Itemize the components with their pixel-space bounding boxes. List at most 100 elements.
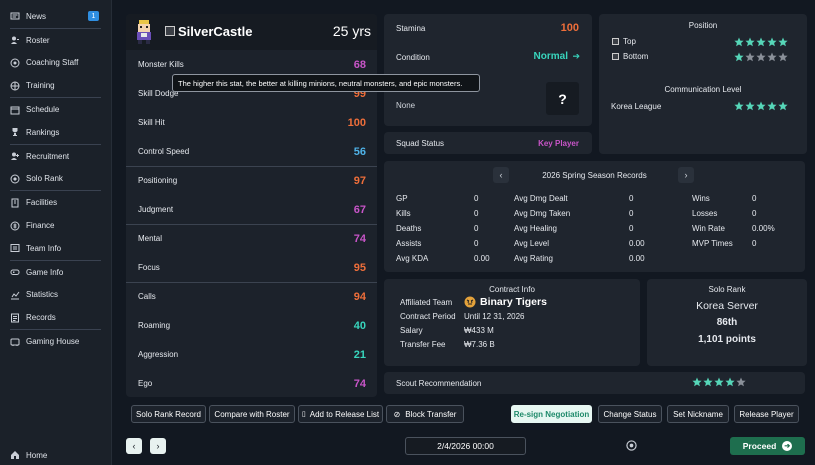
sidebar-item-news[interactable]: News 1 <box>0 5 111 28</box>
stat-row-skill-hit[interactable]: Skill Hit 100 <box>126 108 377 137</box>
player-name: SilverCastle <box>178 24 253 39</box>
contract-title: Contract Info <box>489 285 535 294</box>
squad-status-label: Squad Status <box>396 139 445 148</box>
star-filled-icon <box>767 101 777 111</box>
settings-icon[interactable] <box>626 440 637 451</box>
season-stat-label: Deaths <box>396 224 422 233</box>
season-stat-label: MVP Times <box>692 239 733 248</box>
document-icon: ▯ <box>301 411 306 418</box>
block-transfer-button[interactable]: ⊘ Block Transfer <box>386 405 464 423</box>
sidebar-item-solo-rank[interactable]: Solo Rank <box>0 168 111 191</box>
sidebar-item-rankings[interactable]: Rankings <box>0 121 111 144</box>
solo-rank-icon <box>10 174 20 184</box>
trait-slot[interactable]: ? <box>546 82 579 115</box>
salary-label: Salary <box>400 326 423 335</box>
stat-row-monster-kills[interactable]: Monster Kills 68 <box>126 50 377 79</box>
add-release-list-label: Add to Release List <box>309 409 380 419</box>
position-top-stars <box>734 37 788 47</box>
player-avatar <box>137 20 151 44</box>
stat-row-control-speed[interactable]: Control Speed 56 <box>126 137 377 166</box>
set-nickname-button[interactable]: Set Nickname <box>667 405 729 423</box>
sidebar-item-team-info[interactable]: Team Info <box>0 237 111 260</box>
stat-value: 56 <box>353 145 366 158</box>
resign-negotiation-button[interactable]: Re-sign Negotiation <box>511 405 592 423</box>
sidebar-item-label: Facilities <box>26 198 58 208</box>
stat-group-divider <box>126 224 377 225</box>
squad-status-panel: Squad Status Key Player <box>384 132 592 154</box>
sidebar-divider <box>10 259 101 261</box>
stat-value: 94 <box>353 290 366 303</box>
team-info-icon <box>10 243 20 253</box>
sidebar-item-label: Team Info <box>26 243 62 253</box>
contract-info-panel: Contract Info Affiliated Team Binary Tig… <box>384 279 640 366</box>
sidebar-item-schedule[interactable]: Schedule <box>0 98 111 121</box>
sidebar-item-records[interactable]: Records <box>0 306 111 329</box>
sidebar-item-game-info[interactable]: Game Info <box>0 261 111 284</box>
season-stat-label: Avg Healing <box>514 224 557 233</box>
proceed-button[interactable]: Proceed ➔ <box>730 437 805 455</box>
stamina-value: 100 <box>560 22 579 34</box>
sidebar-item-facilities[interactable]: Facilities <box>0 191 111 214</box>
season-stat-label: Wins <box>692 194 710 203</box>
season-stat-value: 0.00 <box>629 254 645 263</box>
sidebar-item-gaming-house[interactable]: Gaming House <box>0 330 111 353</box>
house-icon <box>10 337 20 347</box>
next-player-button[interactable]: › <box>150 438 166 454</box>
records-icon <box>10 313 20 323</box>
stat-row-judgment[interactable]: Judgment 67 <box>126 195 377 224</box>
condition-label: Condition <box>396 53 430 62</box>
add-release-list-button[interactable]: ▯ Add to Release List <box>298 405 383 423</box>
sidebar-item-recruitment[interactable]: Recruitment <box>0 145 111 168</box>
release-player-button[interactable]: Release Player <box>734 405 799 423</box>
stat-row-mental[interactable]: Mental 74 <box>126 224 377 253</box>
sidebar-item-training[interactable]: Training <box>0 74 111 97</box>
position-bottom-stars <box>734 52 788 62</box>
season-stat-label: Win Rate <box>692 224 725 233</box>
season-stat-value: 0 <box>629 209 634 218</box>
arrow-right-icon: ➔ <box>572 51 580 61</box>
season-stat-label: Assists <box>396 239 422 248</box>
season-stat-label: Avg Dmg Dealt <box>514 194 568 203</box>
sidebar-item-label: Coaching Staff <box>26 58 79 68</box>
sidebar-item-statistics[interactable]: Statistics <box>0 284 111 307</box>
building-icon <box>10 198 20 208</box>
prev-player-button[interactable]: ‹ <box>126 438 142 454</box>
star-filled-icon <box>734 52 744 62</box>
star-filled-icon <box>734 101 744 111</box>
solo-rank-server: Korea Server <box>696 300 758 312</box>
sidebar-item-label: Records <box>26 313 56 323</box>
stat-row-calls[interactable]: Calls 94 <box>126 282 377 311</box>
sidebar-item-finance[interactable]: Finance <box>0 214 111 237</box>
stat-row-aggression[interactable]: Aggression 21 <box>126 340 377 369</box>
condition-panel: Stamina 100 Condition Normal ➔ None ? <box>384 14 592 126</box>
bottom-lane-icon <box>612 53 619 60</box>
training-icon <box>10 81 20 91</box>
star-filled-icon <box>778 37 788 47</box>
solo-rank-record-button[interactable]: Solo Rank Record <box>131 405 206 423</box>
scout-label: Scout Recommendation <box>396 379 482 388</box>
stat-row-roaming[interactable]: Roaming 40 <box>126 311 377 340</box>
sidebar-item-coaching-staff[interactable]: Coaching Staff <box>0 52 111 75</box>
sidebar-item-roster[interactable]: Roster <box>0 29 111 52</box>
stat-value: 74 <box>353 377 366 390</box>
stat-value: 21 <box>353 348 366 361</box>
season-stat-value: 0 <box>474 224 479 233</box>
change-status-button[interactable]: Change Status <box>598 405 662 423</box>
contract-period-label: Contract Period <box>400 312 456 321</box>
sidebar-item-home[interactable]: Home <box>0 444 47 465</box>
stat-label: Aggression <box>138 350 179 359</box>
next-season-button[interactable]: › <box>678 167 694 183</box>
season-stat-value: 0 <box>629 194 634 203</box>
solo-rank-points: 1,101 points <box>698 334 756 345</box>
stat-row-positioning[interactable]: Positioning 97 <box>126 166 377 195</box>
prev-season-button[interactable]: ‹ <box>493 167 509 183</box>
stat-row-ego[interactable]: Ego 74 <box>126 369 377 398</box>
roster-icon <box>10 35 20 45</box>
stat-group-divider <box>126 166 377 167</box>
stat-row-focus[interactable]: Focus 95 <box>126 253 377 282</box>
affiliated-team-label: Affiliated Team <box>400 298 453 307</box>
salary-value: ₩433 M <box>464 326 494 335</box>
season-stat-value: 0 <box>629 224 634 233</box>
compare-roster-button[interactable]: Compare with Roster <box>209 405 295 423</box>
stat-label: Skill Dodge <box>138 89 179 98</box>
